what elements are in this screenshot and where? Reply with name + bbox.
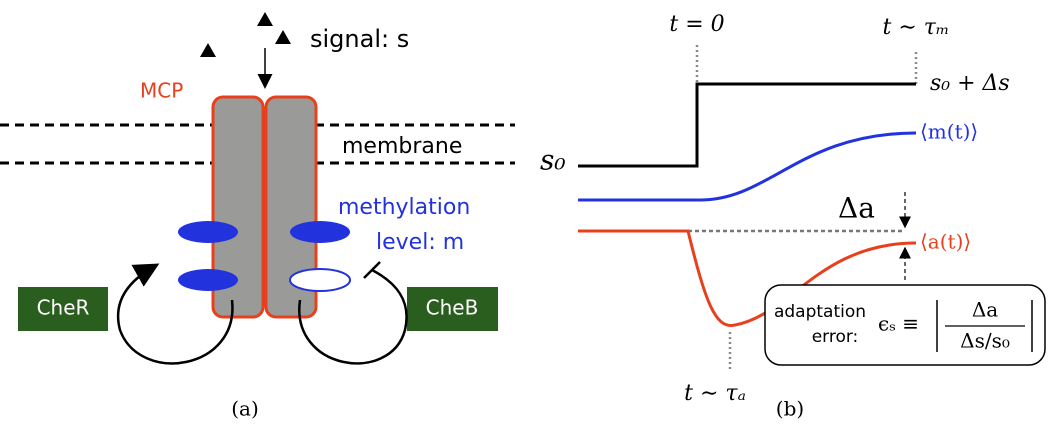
cheb-inhibit [364,262,380,278]
panel-a: signal: s MCP membrane methylation level… [0,12,515,421]
formula-lhs: ϵₛ ≡ [878,312,919,336]
tm-label: t ∼ τₘ [883,15,950,40]
methylation-label: methylation [338,195,470,220]
cheb-label: CheB [426,296,479,320]
methyl-group [178,221,238,243]
m-label: ⟨m(t)⟩ [920,120,978,144]
formula-num: Δa [972,298,998,322]
s-final-label: s₀ + Δs [930,71,1010,96]
cher-label: CheR [37,296,90,320]
empty-site [290,269,350,291]
ligand [200,12,291,57]
delta-a-label: Δa [838,192,875,225]
box-label: error: [812,327,859,347]
panel-b: t = 0 t ∼ τₘ s₀ + Δs s₀ ⟨m(t)⟩ ⟨a(t)⟩ Δa… [540,12,1045,421]
t0-label: t = 0 [669,12,724,37]
mcp-label: MCP [140,79,183,103]
caption: (b) [776,397,804,421]
formula-den: Δs/s₀ [960,329,1010,353]
box-label: adaptation [774,302,866,322]
signal-label: signal: s [310,25,409,53]
signal-curve [578,84,916,166]
caption: (a) [231,397,259,421]
ta-label: t ∼ τₐ [684,381,746,406]
s0-label: s₀ [540,144,566,177]
membrane-label: membrane [342,134,462,159]
level-label: level: m [376,230,464,255]
a-label: ⟨a(t)⟩ [920,230,971,254]
figure: signal: s MCP membrane methylation level… [0,0,1054,430]
methyl-group [290,221,350,243]
methyl-group [178,269,238,291]
